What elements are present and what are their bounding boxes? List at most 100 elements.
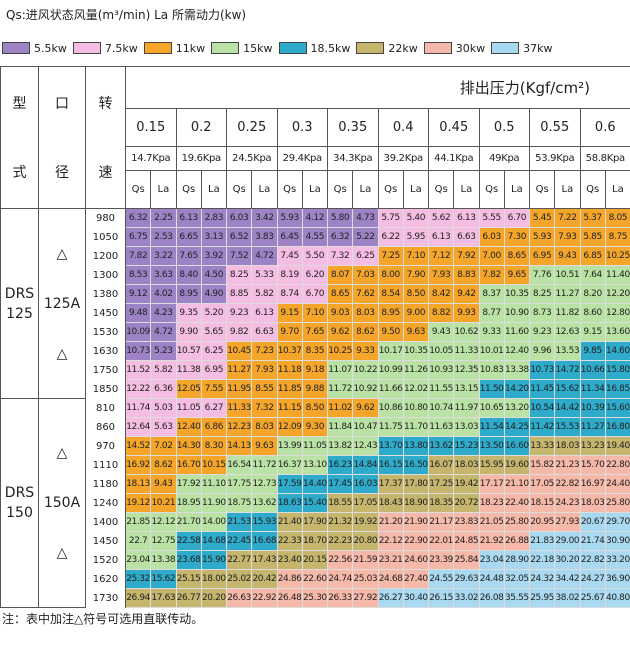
qs-value: 9.62 [326, 322, 354, 342]
rpm: 1240 [85, 493, 126, 513]
pressure: 0.6 [579, 108, 630, 147]
qs-value: 13.82 [326, 436, 354, 456]
qs-value: 26.77 [175, 588, 202, 608]
la-value: 29.00 [554, 531, 581, 551]
la-value: 8.03 [352, 303, 379, 323]
qs-value: 10.01 [478, 341, 505, 361]
la-value: 7.30 [503, 227, 531, 247]
qs-value: 22.18 [528, 550, 556, 570]
legend-label: 7.5kw [104, 41, 138, 55]
la-value: 13.62 [251, 493, 278, 513]
la-value: 17.43 [251, 550, 278, 570]
la-value: 6.70 [301, 284, 329, 304]
la-value: 10.47 [352, 417, 379, 437]
la-value: 4.55 [301, 227, 329, 247]
pressure-row: 0.15 0.2 0.25 0.3 0.35 0.4 0.45 0.5 0.55 0.6 [1, 108, 630, 147]
legend-swatch [423, 42, 452, 54]
qs-value: 18.95 [175, 493, 202, 513]
la-value: 9.65 [503, 265, 531, 285]
qs-value: 23.40 [276, 550, 303, 570]
pressure: 0.15 [125, 108, 177, 147]
qs-value: 17.05 [528, 474, 556, 494]
qs-value: 7.82 [124, 246, 152, 266]
qs-value: 24.74 [326, 569, 354, 589]
la-value: 12.40 [503, 341, 531, 361]
bore-stack: △ 150A △ [40, 428, 85, 578]
model-cell: DRS 125 [0, 208, 39, 399]
la-value: 9.42 [453, 284, 480, 304]
qs-value: 22.45 [225, 531, 253, 551]
qs-value: 15.82 [528, 455, 556, 475]
qs-value: 7.93 [427, 265, 455, 285]
la-value: 8.75 [604, 227, 630, 247]
qs-value: 16.23 [326, 455, 354, 475]
la-value: 7.62 [352, 284, 379, 304]
la-value: 5.50 [301, 246, 329, 266]
bore-stack: △ 125A △ [40, 229, 85, 379]
la-value: 7.32 [251, 398, 278, 418]
qs-value: 7.82 [478, 265, 505, 285]
qs-value: 22.77 [225, 550, 253, 570]
qs-value: 16.97 [579, 474, 606, 494]
la-value: 34.42 [554, 569, 581, 589]
qs-value: 18.23 [478, 493, 505, 513]
la-value: 29.63 [453, 569, 480, 589]
la-value: 11.82 [554, 303, 581, 323]
la-header: La [200, 170, 228, 209]
la-value: 5.20 [200, 303, 228, 323]
la-value: 11.40 [604, 265, 630, 285]
qs-value: 23.68 [175, 550, 202, 570]
bore-size: 150A [43, 495, 81, 511]
data-row: 1240 19.12 10.21 18.95 11.90 18.75 13.62 18.63 1… [1, 493, 630, 513]
qs-value: 22.82 [579, 550, 606, 570]
la-value: 3.83 [251, 227, 278, 247]
la-value: 19.42 [453, 474, 480, 494]
qs-value: 24.48 [478, 569, 505, 589]
la-value: 5.22 [352, 227, 379, 247]
qs-value: 9.43 [427, 322, 455, 342]
qs-value: 11.50 [478, 379, 505, 399]
rpm: 970 [85, 436, 126, 456]
la-header: La [604, 170, 630, 209]
legend-item: 15kw [211, 42, 273, 55]
qs-value: 10.66 [579, 360, 606, 380]
la-value: 9.88 [301, 379, 329, 399]
la-value: 6.36 [150, 379, 177, 399]
legend-item: 22kw [356, 42, 418, 55]
qs-value: 6.03 [478, 227, 505, 247]
la-value: 10.22 [352, 360, 379, 380]
qs-value: 7.00 [478, 246, 505, 266]
la-value: 9.18 [301, 360, 329, 380]
qs-value: 16.07 [427, 455, 455, 475]
qs-value: 22.58 [175, 531, 202, 551]
qs-value: 6.13 [175, 208, 202, 228]
direct-drive-mark: △ [56, 445, 68, 461]
la-value: 12.02 [402, 379, 430, 399]
qs-value: 25.15 [175, 569, 202, 589]
la-header: La [251, 170, 278, 209]
la-value: 32.05 [503, 569, 531, 589]
qs-value: 11.42 [528, 417, 556, 437]
la-value: 7.93 [251, 360, 278, 380]
la-value: 9.62 [352, 398, 379, 418]
qs-value: 11.07 [326, 360, 354, 380]
la-value: 13.10 [301, 455, 329, 475]
qs-value: 11.18 [276, 360, 303, 380]
qs-value: 21.74 [579, 531, 606, 551]
qs-value: 12.64 [124, 417, 152, 437]
qs-value: 8.77 [478, 303, 505, 323]
rpm: 810 [85, 398, 126, 418]
la-value: 9.63 [402, 322, 430, 342]
qs-value: 8.40 [175, 265, 202, 285]
la-value: 23.83 [453, 512, 480, 532]
la-value: 6.63 [453, 227, 480, 247]
data-row: 1380 9.12 4.02 8.95 4.90 8.85 5.82 8.74 6.70 8.65… [1, 284, 630, 304]
qs-value: 9.85 [579, 341, 606, 361]
qs-value: 23.04 [478, 550, 505, 570]
qs-value: 8.65 [326, 284, 354, 304]
data-row: 1450 9.48 4.23 9.35 5.20 9.23 6.13 9.15 7.10 9.03… [1, 303, 630, 323]
la-value: 8.62 [352, 322, 379, 342]
data-row: 1300 8.53 3.63 8.40 4.50 8.25 5.33 8.19 6.20 8.07… [1, 265, 630, 285]
legend-swatch [143, 42, 172, 54]
la-value: 3.63 [150, 265, 177, 285]
